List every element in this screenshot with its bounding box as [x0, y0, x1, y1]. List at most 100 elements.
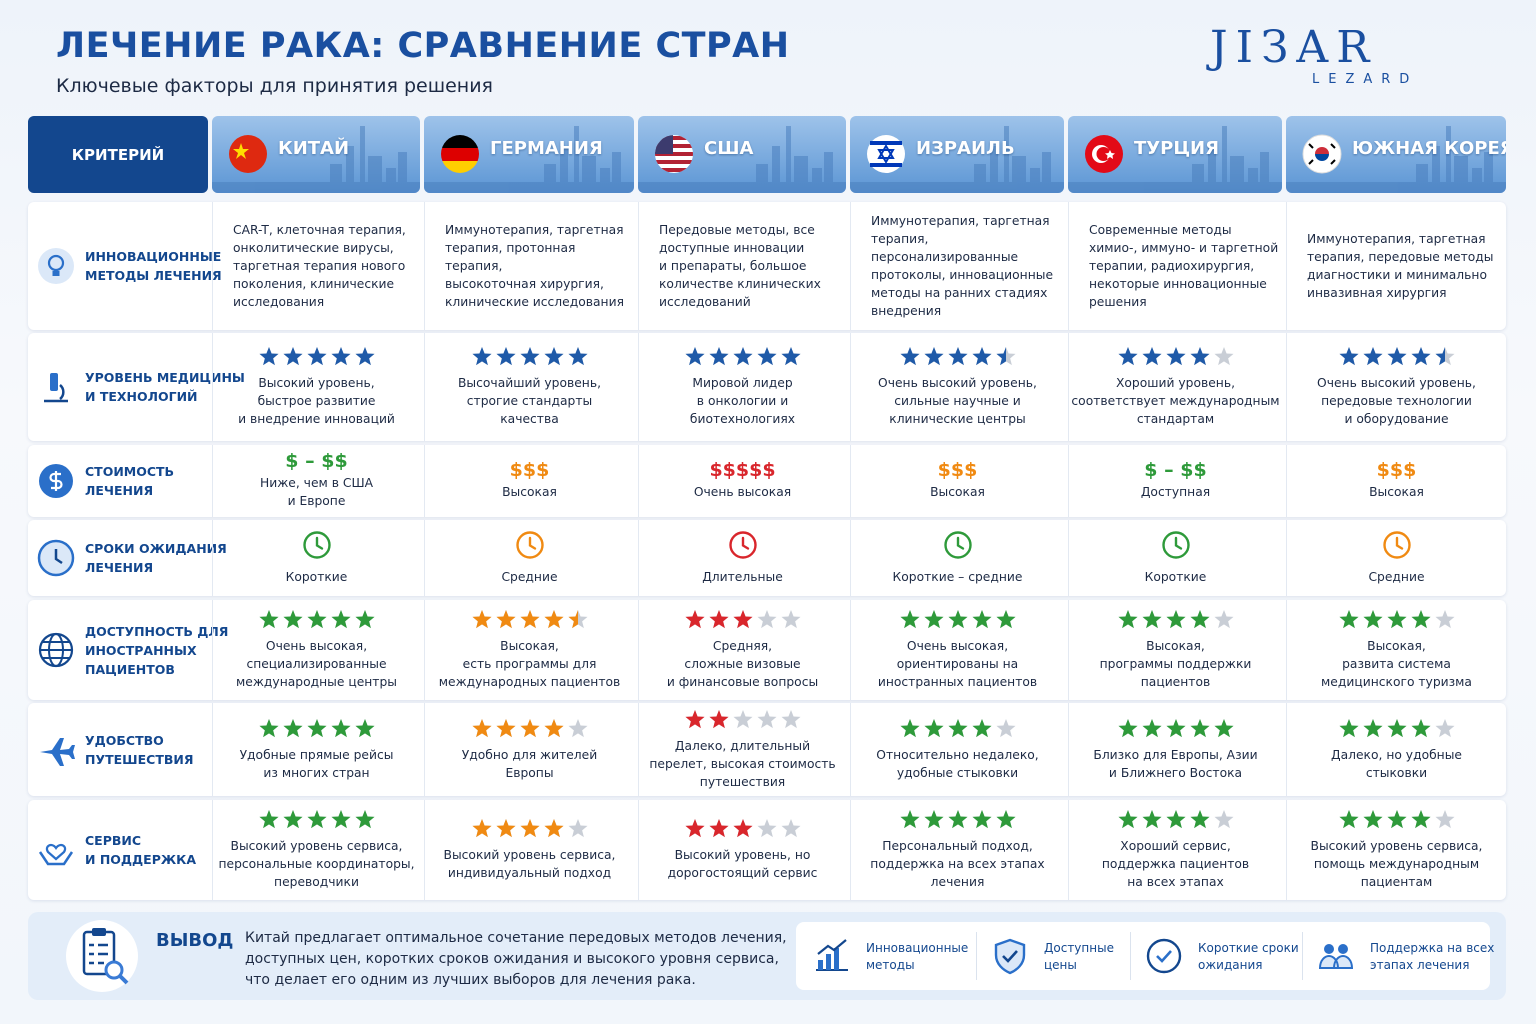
star	[923, 347, 944, 366]
star-fill	[732, 610, 753, 629]
star	[282, 347, 303, 366]
star	[330, 347, 351, 366]
star-empty	[567, 718, 588, 737]
feature-line: Поддержка на всех	[1370, 941, 1495, 955]
star-fill	[971, 610, 992, 629]
skyline	[638, 126, 846, 193]
star	[995, 610, 1016, 629]
cell-text: Очень высокий уровень,	[1317, 376, 1476, 390]
cell-text: стандартам	[1136, 412, 1215, 426]
star	[258, 718, 279, 737]
feature-line: Доступные	[1044, 941, 1114, 955]
feature-line: методы	[866, 958, 915, 972]
star	[923, 610, 944, 629]
feature-icon	[816, 939, 848, 971]
cell-text: Высокая,	[1367, 639, 1426, 653]
star	[1362, 718, 1383, 737]
star-fill	[1410, 347, 1431, 366]
star-fill	[899, 347, 920, 366]
cell-text: диагностики и минимально	[1307, 268, 1487, 282]
stars	[1338, 809, 1455, 829]
cell-text: CAR-T, клеточная терапия,	[233, 223, 406, 237]
star-fill	[1338, 347, 1359, 366]
cell: Средние	[1286, 520, 1506, 596]
star-fill	[330, 718, 351, 737]
star	[354, 347, 375, 366]
criterion-label-line: ЛЕЧЕНИЯ	[85, 560, 154, 575]
cell: Удобно для жителей Европы	[424, 703, 634, 796]
star-fill	[519, 819, 540, 838]
flag	[229, 135, 267, 173]
cell-text: Хороший сервис,	[1120, 839, 1231, 853]
star	[495, 819, 516, 838]
logo: JIЗAR	[1210, 22, 1378, 73]
criterion-label-line: И ПОДДЕРЖКА	[85, 852, 197, 867]
star	[567, 819, 588, 838]
star-fill	[567, 610, 578, 629]
cell-text: удобные стыковки	[896, 765, 1019, 780]
criterion-label: СТОИМОСТЬ ЛЕЧЕНИЯ	[85, 445, 174, 517]
cost-badge: $$$	[1376, 459, 1417, 481]
star-fill	[1165, 810, 1186, 829]
stars	[471, 718, 588, 738]
star	[1338, 610, 1359, 629]
stars	[899, 718, 1016, 738]
star-fill	[1117, 718, 1138, 737]
flag	[1085, 135, 1123, 173]
star-fill	[519, 610, 540, 629]
star	[282, 610, 303, 629]
star-fill	[971, 347, 992, 366]
star-fill	[1141, 610, 1162, 629]
cell-text: терапии, радиохирургия,	[1089, 259, 1255, 273]
conclusion-text: Китай предлагает оптимальное сочетание п…	[245, 928, 787, 991]
cell: $ – $$ Доступная	[1068, 445, 1282, 517]
cell-text: Далеко, длительный	[674, 738, 811, 753]
star	[732, 347, 753, 366]
star-fill	[995, 810, 1016, 829]
criterion-label-line: СТОИМОСТЬ	[85, 464, 175, 479]
cell-text: персональные координаторы,	[218, 857, 415, 871]
star-fill	[1362, 718, 1383, 737]
star-fill	[732, 347, 753, 366]
star-fill	[684, 347, 705, 366]
star-empty	[1213, 610, 1234, 629]
stars	[258, 718, 375, 738]
star-fill	[899, 810, 920, 829]
star	[971, 347, 992, 366]
cell: Высочайший уровень, строгие стандарты каче…	[424, 333, 634, 441]
cell-text: Средние	[1368, 570, 1425, 584]
star-fill	[282, 610, 303, 629]
star	[495, 347, 516, 366]
stars	[684, 818, 801, 838]
star	[1338, 810, 1359, 829]
star-fill	[495, 610, 516, 629]
star	[947, 810, 968, 829]
skyline	[850, 126, 1064, 193]
feature-line: ожидания	[1198, 958, 1263, 972]
star	[1386, 347, 1407, 366]
criterion-icon	[38, 248, 74, 284]
star	[1338, 718, 1359, 737]
star	[1117, 718, 1138, 737]
cell-text: и внедрение инноваций	[238, 412, 395, 426]
star-empty	[780, 610, 801, 629]
clock-icon	[302, 531, 331, 559]
star	[899, 718, 920, 737]
star	[995, 347, 1016, 366]
cell: Высокий уровень сервиса, индивидуальный п…	[424, 800, 634, 900]
star-fill	[947, 610, 968, 629]
star-fill	[923, 347, 944, 366]
country-header: КИТАЙ	[212, 116, 420, 193]
cell-text: Иммунотерапия, таргетная	[1307, 232, 1486, 246]
cell-text: Ниже, чем в США	[259, 476, 374, 490]
clock-icon	[1382, 531, 1411, 559]
cell: $$$ Высокая	[850, 445, 1064, 517]
feature-line: цены	[1044, 958, 1077, 972]
star-fill	[923, 718, 944, 737]
cell: Высокий уровень сервиса, персональные коо…	[212, 800, 420, 900]
cell-text: некоторые инновационные	[1089, 277, 1267, 291]
star-fill	[780, 347, 801, 366]
cell: Короткие – средние	[850, 520, 1064, 596]
star-fill	[1189, 347, 1210, 366]
cell-text: исследования	[233, 295, 325, 309]
